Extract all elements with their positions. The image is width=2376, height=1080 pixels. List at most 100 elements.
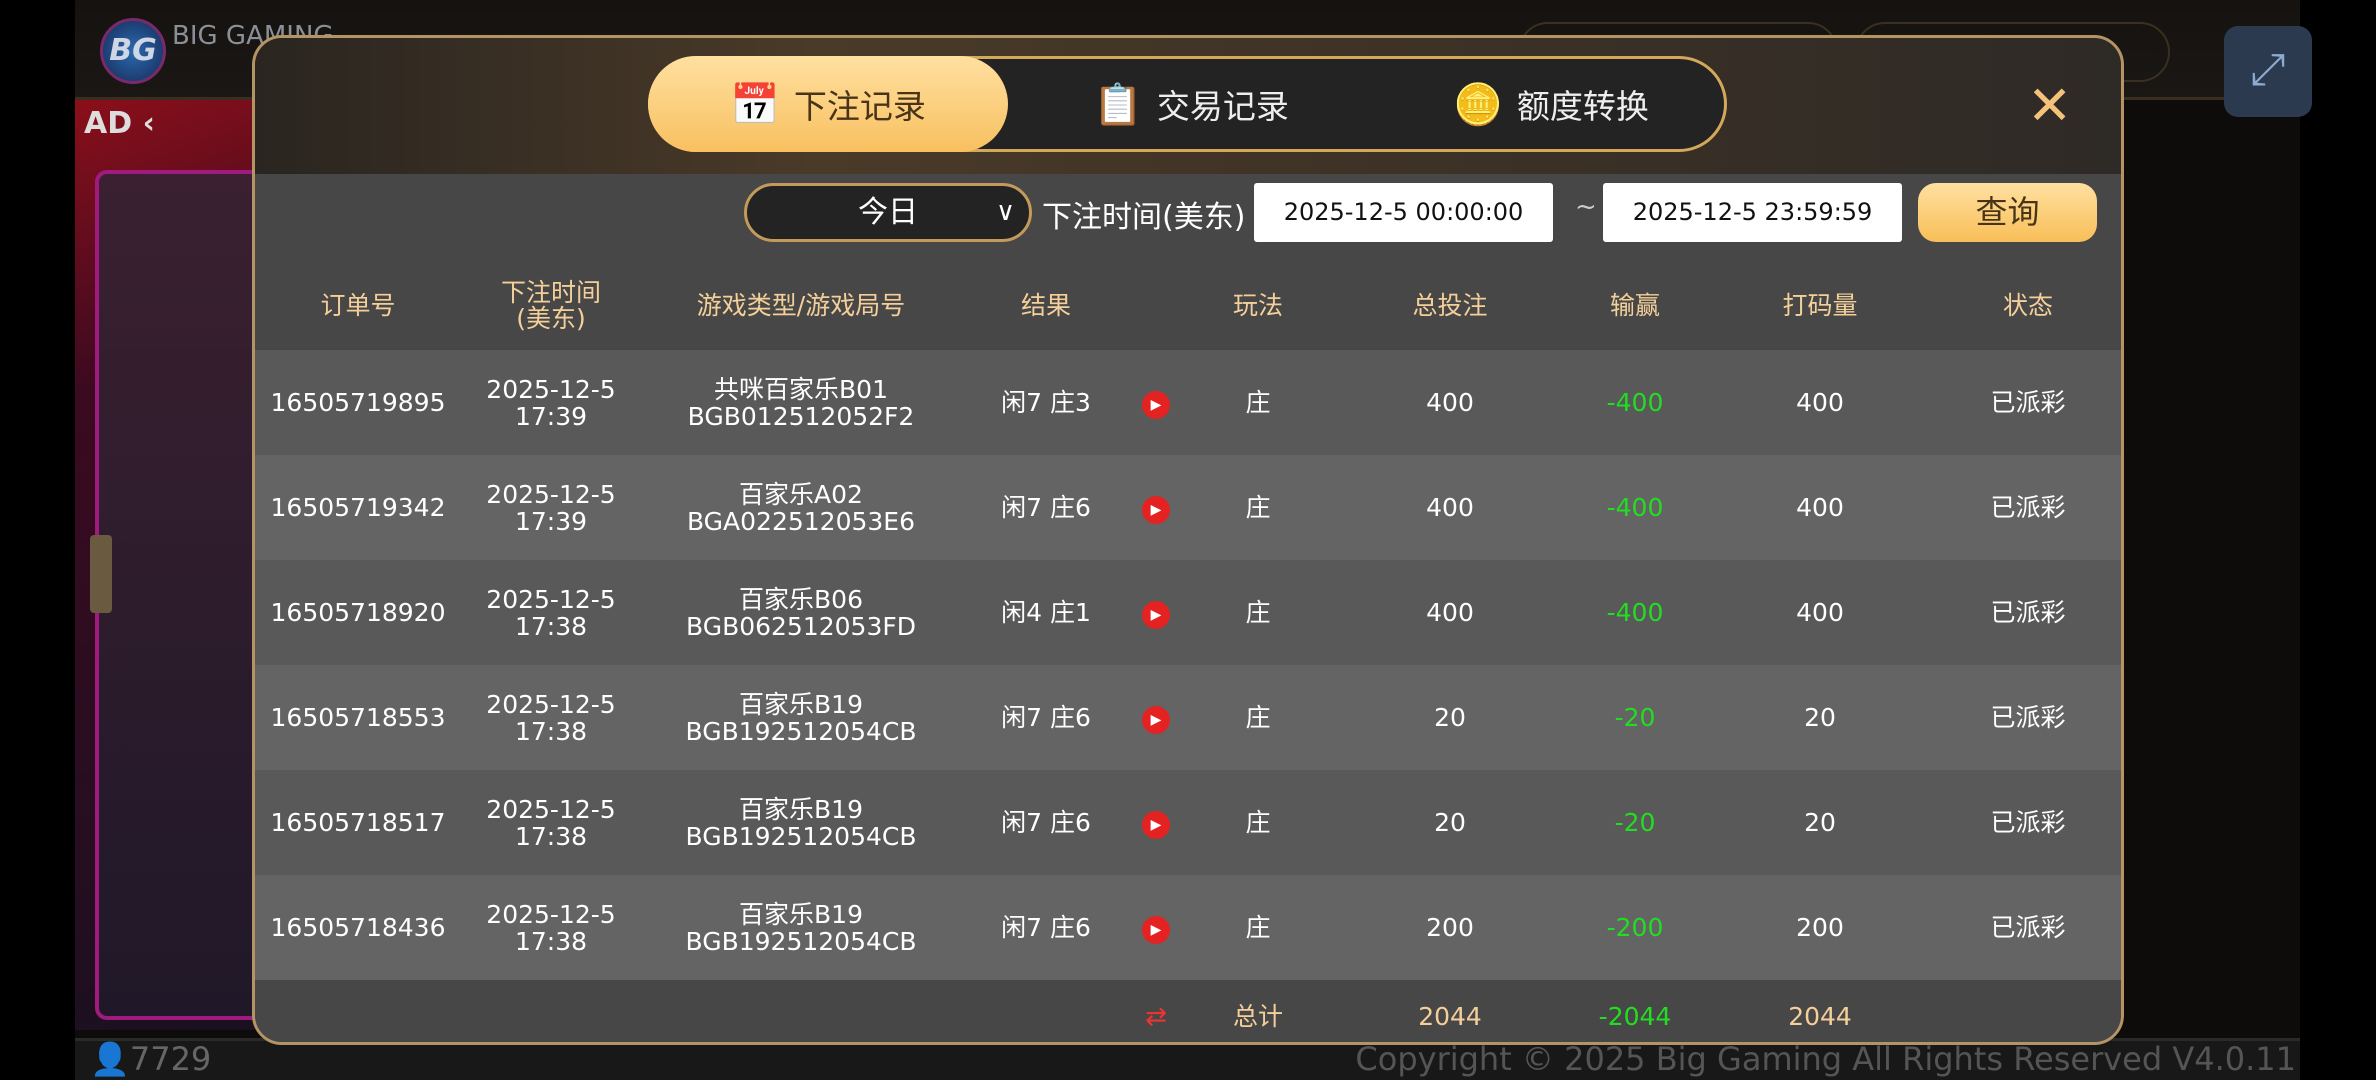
bet-date: 2025-12-5: [486, 374, 616, 404]
table-row[interactable]: 16505718920 2025-12-5 17:38 百家乐B06 BGB0625…: [255, 560, 2121, 665]
play-replay-icon[interactable]: ▶: [1142, 600, 1170, 629]
total-bet: 20: [1335, 665, 1565, 770]
date-range-value: 今日: [858, 195, 918, 230]
round-id: BGB062512053FD: [685, 611, 917, 641]
filter-bar: 今日 ∨ 下注时间(美东) 2025-12-5 00:00:00 ~ 2025-1…: [255, 174, 2121, 261]
turnover: 200: [1705, 875, 1935, 980]
date-range-select[interactable]: 今日 ∨: [744, 183, 1032, 242]
total-row: ⇄ 总计 2044 -2044 2044: [255, 980, 2121, 1042]
order-id: 16505718436: [255, 875, 461, 980]
replay-cell[interactable]: ▶: [1131, 770, 1181, 875]
col-result: 结果: [961, 261, 1131, 350]
round-id: BGB192512054CB: [685, 821, 917, 851]
bet-time: 2025-12-5 17:38: [461, 560, 641, 665]
table-row[interactable]: 16505718517 2025-12-5 17:38 百家乐B19 BGB1925…: [255, 770, 2121, 875]
round-id: BGB192512054CB: [685, 926, 917, 956]
query-button[interactable]: 查询: [1918, 183, 2097, 242]
status: 已派彩: [1935, 770, 2121, 875]
play-type: 庄: [1181, 455, 1335, 560]
replay-cell[interactable]: ▶: [1131, 455, 1181, 560]
bet-date: 2025-12-5: [486, 584, 616, 614]
win-loss: -400: [1565, 350, 1705, 455]
total-bet: 20: [1335, 770, 1565, 875]
bg-logo: BG: [100, 18, 166, 84]
replay-cell[interactable]: ▶: [1131, 875, 1181, 980]
bet-clock: 17:38: [514, 611, 588, 641]
game-info: 百家乐A02 BGA022512053E6: [641, 455, 961, 560]
bet-time: 2025-12-5 17:38: [461, 770, 641, 875]
win-loss: -400: [1565, 560, 1705, 665]
start-time-input[interactable]: 2025-12-5 00:00:00: [1254, 183, 1553, 242]
game-type: 百家乐A02: [739, 479, 863, 509]
bet-clock: 17:39: [514, 401, 588, 431]
tab-credit-transfer[interactable]: 🪙 额度转换: [1371, 56, 1731, 152]
turnover: 400: [1705, 455, 1935, 560]
col-play: 玩法: [1181, 261, 1335, 350]
game-type: 百家乐B19: [739, 689, 863, 719]
play-type: 庄: [1181, 350, 1335, 455]
fullscreen-icon[interactable]: ⤢: [2224, 26, 2312, 117]
bet-clock: 17:39: [514, 506, 588, 536]
round-id: BGB012512052F2: [687, 401, 915, 431]
copyright: Copyright © 2025 Big Gaming All Rights R…: [1355, 1040, 2296, 1078]
tab-transaction-records[interactable]: 📋 交易记录: [1011, 56, 1371, 152]
order-id: 16505718920: [255, 560, 461, 665]
round-id: BGA022512053E6: [686, 506, 916, 536]
ad-label[interactable]: AD ‹: [84, 106, 155, 141]
replay-cell[interactable]: ▶: [1131, 560, 1181, 665]
game-info: 百家乐B19 BGB192512054CB: [641, 770, 961, 875]
tab-bet-records[interactable]: 📅 下注记录: [648, 56, 1008, 152]
tab-label: 下注记录: [793, 87, 926, 126]
table-row[interactable]: 16505718553 2025-12-5 17:38 百家乐B19 BGB1925…: [255, 665, 2121, 770]
table-header: 订单号 下注时间 (美东) 游戏类型/游戏局号 结果 玩法 总投注 输赢 打码量…: [255, 261, 2121, 350]
col-order: 订单号: [255, 261, 461, 350]
order-id: 16505718517: [255, 770, 461, 875]
game-info: 百家乐B19 BGB192512054CB: [641, 665, 961, 770]
total-winloss-sum: -2044: [1565, 980, 1705, 1042]
col-winloss: 输赢: [1565, 261, 1705, 350]
play-type: 庄: [1181, 770, 1335, 875]
coins-icon: 🪙: [1453, 81, 1503, 128]
play-replay-icon[interactable]: ▶: [1142, 495, 1170, 524]
turnover: 400: [1705, 560, 1935, 665]
win-loss: -20: [1565, 665, 1705, 770]
win-loss: -400: [1565, 455, 1705, 560]
game-info: 百家乐B06 BGB062512053FD: [641, 560, 961, 665]
col-bet: 总投注: [1335, 261, 1565, 350]
col-bet-time: 下注时间 (美东): [461, 261, 641, 350]
turnover: 20: [1705, 665, 1935, 770]
play-type: 庄: [1181, 665, 1335, 770]
status: 已派彩: [1935, 455, 2121, 560]
calendar-icon: 📅: [730, 81, 780, 128]
game-type: 百家乐B19: [739, 899, 863, 929]
user-icon: 👤: [90, 1040, 130, 1078]
order-id: 16505719342: [255, 455, 461, 560]
table-row[interactable]: 16505719895 2025-12-5 17:39 共咪百家乐B01 BGB01…: [255, 350, 2121, 455]
play-replay-icon[interactable]: ▶: [1142, 705, 1170, 734]
replay-cell[interactable]: ▶: [1131, 350, 1181, 455]
game-type: 百家乐B19: [739, 794, 863, 824]
replay-cell[interactable]: ▶: [1131, 665, 1181, 770]
play-replay-icon[interactable]: ▶: [1142, 390, 1170, 419]
refresh-icon[interactable]: ⇄: [1131, 980, 1181, 1042]
ad-image[interactable]: [95, 170, 265, 1020]
play-replay-icon[interactable]: ▶: [1142, 810, 1170, 839]
bet-date: 2025-12-5: [486, 479, 616, 509]
col-status: 状态: [1935, 261, 2121, 350]
table-row[interactable]: 16505718436 2025-12-5 17:38 百家乐B19 BGB1925…: [255, 875, 2121, 980]
end-time-input[interactable]: 2025-12-5 23:59:59: [1603, 183, 1902, 242]
result: 闲7 庄6: [961, 875, 1131, 980]
online-count: 👤7729: [90, 1040, 211, 1078]
play-replay-icon[interactable]: ▶: [1142, 915, 1170, 944]
win-loss: -20: [1565, 770, 1705, 875]
bet-records-table: 订单号 下注时间 (美东) 游戏类型/游戏局号 结果 玩法 总投注 输赢 打码量…: [255, 261, 2121, 1042]
table-row[interactable]: 16505719342 2025-12-5 17:39 百家乐A02 BGA0225…: [255, 455, 2121, 560]
round-id: BGB192512054CB: [685, 716, 917, 746]
total-bet: 400: [1335, 455, 1565, 560]
bet-time: 2025-12-5 17:38: [461, 875, 641, 980]
game-info: 共咪百家乐B01 BGB012512052F2: [641, 350, 961, 455]
close-icon[interactable]: ✕: [2027, 74, 2073, 137]
order-id: 16505719895: [255, 350, 461, 455]
turnover: 400: [1705, 350, 1935, 455]
ad-collapse-handle[interactable]: [90, 535, 112, 613]
